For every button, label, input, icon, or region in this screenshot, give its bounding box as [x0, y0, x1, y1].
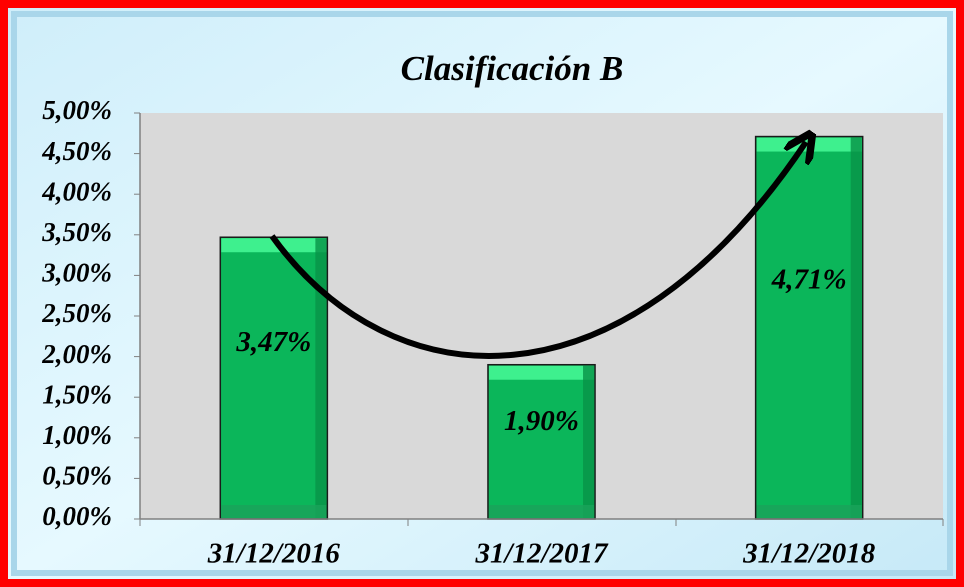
data-label: 4,71%	[771, 264, 847, 296]
y-tick-label: 2,00%	[41, 339, 112, 369]
y-tick-label: 0,00%	[42, 501, 112, 531]
data-label: 3,47%	[235, 326, 311, 358]
inner-bevel	[11, 11, 953, 576]
bar-bevel-top	[756, 137, 862, 152]
y-tick-label: 1,00%	[42, 420, 112, 450]
y-tick-label: 2,50%	[41, 298, 112, 328]
bar-bevel-bottom	[756, 505, 862, 518]
x-tick-label: 31/12/2016	[207, 538, 341, 570]
x-tick-label: 31/12/2017	[474, 538, 609, 570]
bar-bevel-right	[850, 137, 862, 518]
y-tick-label: 4,00%	[41, 176, 112, 206]
bar-bevel-bottom	[221, 505, 327, 518]
y-tick-label: 1,50%	[42, 379, 112, 409]
bar-bevel-right	[583, 365, 595, 518]
bar	[487, 363, 596, 520]
trend-arrow	[269, 142, 806, 359]
y-tick-label: 3,00%	[41, 258, 112, 288]
labels: 3,47% 1,90% 4,71%	[235, 264, 846, 437]
y-tick-label: 3,50%	[41, 217, 112, 247]
y-tick-label: 0,50%	[42, 461, 112, 491]
bar-bevel-bottom	[488, 505, 595, 518]
bar-bevel-top	[488, 365, 595, 380]
y-tick-label: 5,00%	[42, 95, 112, 125]
bar-bevel-right	[315, 238, 327, 518]
bar-bevel-top	[221, 238, 327, 253]
y-tick-label: 4,50%	[41, 136, 112, 166]
data-label: 1,90%	[504, 405, 579, 437]
chart-title: Clasificación B	[401, 49, 624, 88]
x-tick-label: 31/12/2018	[742, 538, 876, 570]
